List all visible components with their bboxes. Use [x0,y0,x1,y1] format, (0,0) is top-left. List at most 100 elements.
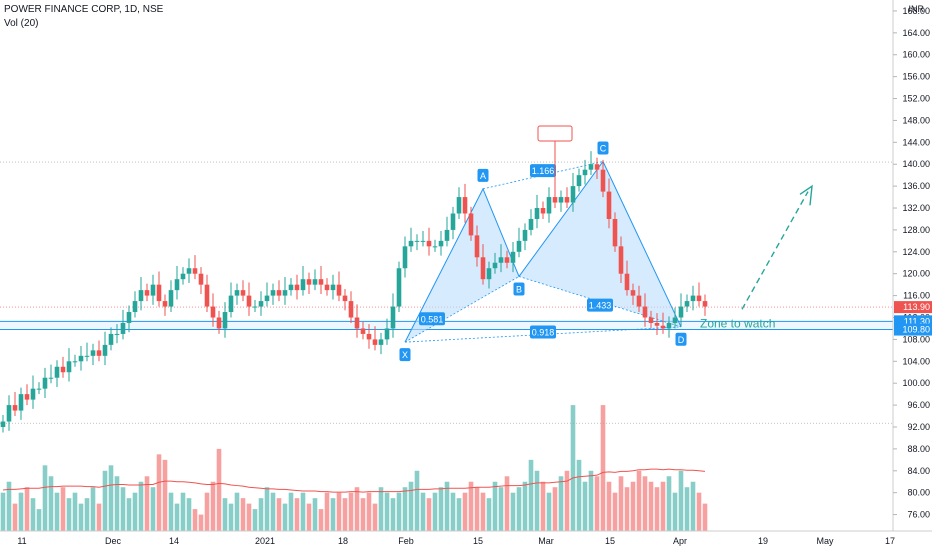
volume-bar [108,465,114,531]
candle [66,348,72,382]
candle [30,375,36,409]
candle-body [348,301,354,318]
candle [570,172,576,212]
candle-body [108,333,114,345]
candle [486,261,492,289]
candle-body [648,317,654,323]
candle [504,250,510,269]
candle [42,367,48,398]
candle-body [378,339,384,345]
candle-body [78,355,84,362]
candle [612,212,618,252]
y-tick-label: 104.00 [902,356,930,366]
candle-body [138,290,144,302]
candle-body [552,197,558,203]
candle-body [504,257,510,263]
ratio-label-text: 1.433 [589,301,612,311]
volume-bar [354,487,360,531]
candle [282,276,288,305]
volume-bar [522,481,528,531]
volume-bar [684,487,690,531]
candle [534,194,540,229]
candle-body [252,306,258,308]
price-label: 113.90 [903,302,930,312]
volume-bar [150,487,156,531]
candle [162,294,168,316]
y-tick-label: 108.00 [902,334,930,344]
volume-bar [222,498,228,531]
candle [696,282,702,307]
volume-bar [696,492,702,531]
candle [270,283,276,305]
candle [276,280,282,302]
candle [480,244,486,285]
candle-body [120,322,126,334]
candle-body [630,290,636,296]
point-label-x-bg [399,348,411,362]
candle-body [30,388,36,400]
candle [684,294,690,313]
volume-bar [648,481,654,531]
pattern-labels: X A B C D 0.581 1.166 1.433 0.918 134.00 Zone to w… [399,125,813,362]
candle [540,201,546,219]
candle-body [132,301,138,313]
candle-body [480,257,486,280]
candle-body [684,301,690,307]
ratio-label: 0.581 [419,312,445,326]
volume-bar [174,503,180,531]
volume-bar [258,498,264,531]
candle-body [408,240,414,247]
volume-bar [690,481,696,531]
candle-body [702,301,708,307]
volume-bar [48,476,54,531]
candle-body [342,295,348,302]
volume-bar [468,481,474,531]
candle-body [162,301,168,307]
candle [438,231,444,256]
candle-body [534,208,540,219]
volume-bar [78,503,84,531]
candle [372,326,378,351]
candle [354,304,360,338]
candle-body [690,295,696,302]
candle [210,293,216,327]
volume-legend: Vol (20) [4,18,39,29]
candle-body [516,240,522,252]
candle [330,274,336,300]
x-tick-label: 14 [169,536,179,546]
candle [630,283,636,305]
x-tick-label: 2021 [255,536,275,546]
candle-body [234,290,240,296]
candle [456,187,462,219]
candle [414,234,420,251]
candle [114,324,120,344]
candle-body [60,366,66,373]
volume-bar [66,498,72,531]
candle [642,293,648,327]
x-tick-label: 15 [605,536,615,546]
ratio-label-bg [530,325,556,339]
volume-bar [342,498,348,531]
volume-bar [102,470,108,531]
x-tick-label: 15 [473,536,483,546]
candle-body [228,295,234,313]
candle-body [90,350,96,356]
volume-ma-line [2,468,706,493]
candle [564,187,570,209]
y-tick-label: 148.00 [902,115,930,125]
volume-bar [396,492,402,531]
candle [618,236,624,284]
ratio-label-text: 0.918 [532,327,555,337]
candle-body [570,186,576,203]
volume-bar [300,492,306,531]
candle [240,280,246,302]
candle-body [654,322,660,326]
candle [318,266,324,294]
x-tick-label: Feb [398,536,414,546]
point-label-a-text: A [480,171,486,181]
y-tick-label: 140.00 [902,159,930,169]
volume-bar [606,481,612,531]
candle-body [396,268,402,307]
volume-bar [360,498,366,531]
